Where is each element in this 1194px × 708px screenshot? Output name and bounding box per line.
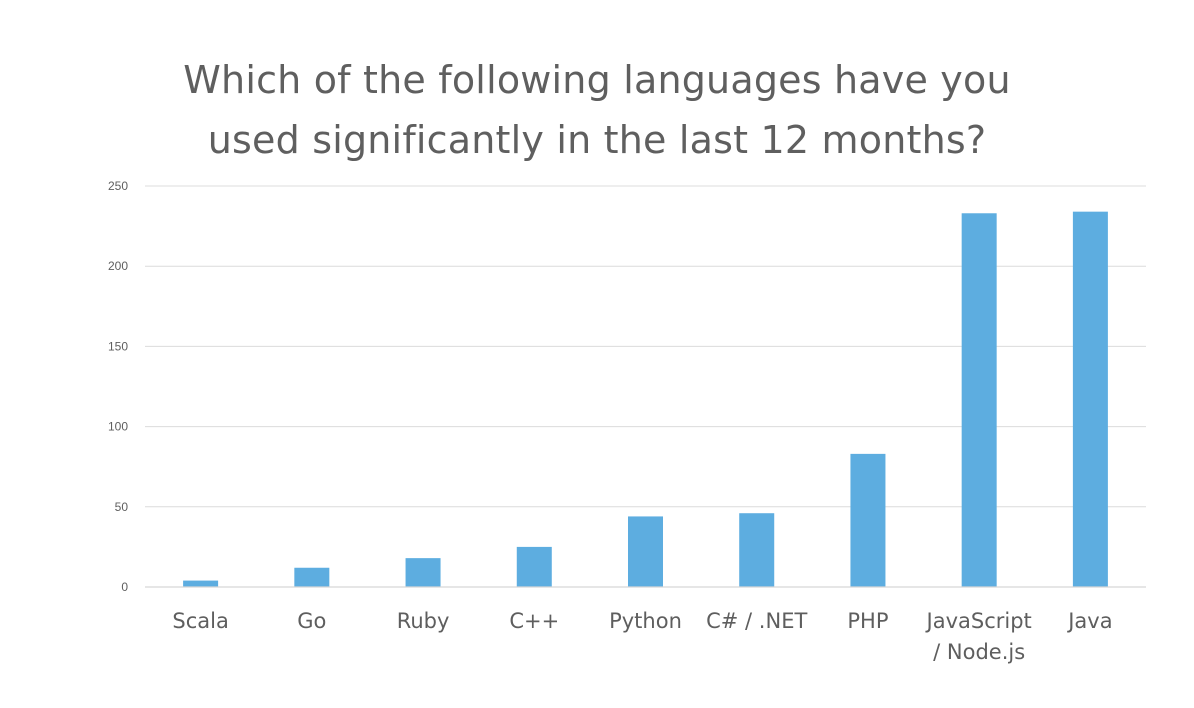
y-tick-label: 250 [108,179,128,193]
x-tick-label-line: / Node.js [933,640,1025,664]
y-tick-label: 150 [108,339,128,353]
y-tick-label: 100 [108,420,128,434]
bars [183,212,1108,587]
bar [962,213,997,587]
x-tick-label: Java [1066,609,1112,633]
x-tick-label-line: Go [297,609,326,633]
x-tick-label: Scala [172,609,228,633]
bar [1073,212,1108,587]
x-tick-label-line: Scala [172,609,228,633]
bar [183,581,218,587]
bar [294,568,329,587]
x-tick-label: Ruby [397,609,450,633]
bar [517,547,552,587]
x-tick-label-line: PHP [847,609,888,633]
y-tick-label: 0 [121,580,128,594]
bar [628,516,663,587]
x-tick-label: Go [297,609,326,633]
x-tick-label: JavaScript / Node.js [925,609,1032,664]
y-tick-label: 50 [115,500,129,514]
x-tick-label-line: JavaScript [925,609,1032,633]
x-tick-label-line: Java [1066,609,1112,633]
x-tick-label: C++ [509,609,559,633]
x-tick-label-line: Ruby [397,609,450,633]
x-tick-label-line: C++ [509,609,559,633]
y-tick-label: 200 [108,259,128,273]
bar [406,558,441,587]
x-tick-label-line: C# / .NET [706,609,807,633]
bar [850,454,885,587]
bar [739,513,774,587]
x-tick-label-line: Python [609,609,682,633]
x-tick-label: C# / .NET [706,609,807,633]
x-tick-label: Python [609,609,682,633]
x-tick-label: PHP [847,609,888,633]
